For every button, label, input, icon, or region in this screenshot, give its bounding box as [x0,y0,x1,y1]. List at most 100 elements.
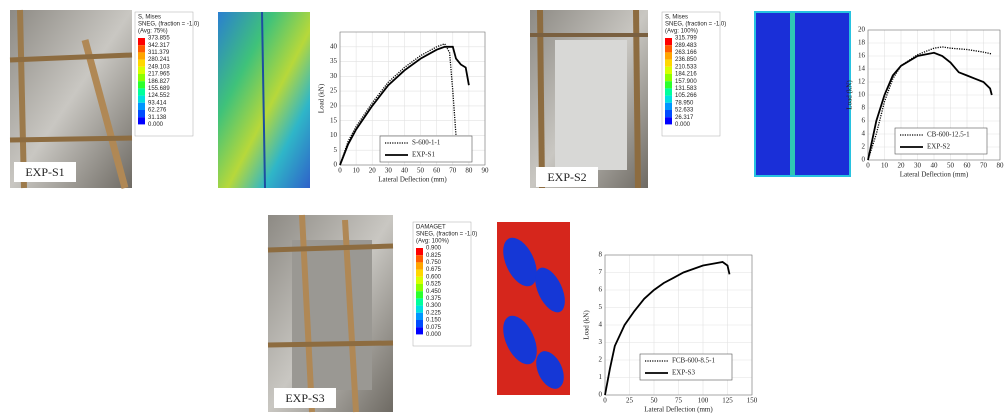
legend-value: 0.000 [675,122,691,128]
legend-value: 62.276 [148,108,167,114]
y-tick-label: 14 [858,65,866,73]
legend-label: EXP-S1 [412,151,435,159]
legend-value: 280.241 [148,57,170,63]
color-swatch [665,66,672,74]
y-axis-label: Load (kN) [318,83,326,113]
photo [267,214,394,413]
x-tick-label: 90 [482,167,490,175]
y-tick-label: 12 [858,78,866,86]
color-swatch [416,276,423,284]
color-swatch [138,59,145,67]
legend-value: 0.750 [426,260,442,266]
color-swatch [416,248,423,256]
color-swatch [416,312,423,320]
y-tick-label: 40 [330,42,338,50]
y-tick-label: 7 [599,268,603,276]
color-swatch [665,102,672,110]
color-swatch [138,110,145,118]
color-swatch [665,52,672,60]
series-line [867,46,992,161]
y-tick-label: 5 [599,303,603,311]
x-tick-label: 125 [722,397,733,405]
x-tick-label: 20 [898,162,906,170]
plot-frame [604,254,753,396]
legend-value: 0.600 [426,274,442,280]
legend-heading: (Avg: 100%) [416,239,449,245]
series-line [339,42,457,166]
x-tick-label: 60 [433,167,441,175]
color-swatch [416,320,423,328]
y-tick-label: 16 [858,52,866,60]
x-tick-label: 40 [401,167,409,175]
y-tick-label: 2 [599,356,603,364]
legend-label: EXP-S3 [672,369,695,377]
x-tick-label: 0 [866,162,870,170]
x-tick-label: 30 [914,162,922,170]
x-tick-label: 40 [931,162,939,170]
legend-value: 236.850 [675,57,697,63]
color-swatch [665,59,672,67]
y-tick-label: 8 [862,104,866,112]
y-tick-label: 30 [330,72,338,80]
y-tick-label: 4 [599,321,603,329]
y-tick-label: 2 [862,143,866,151]
legend-label: EXP-S2 [927,143,950,151]
series-line [604,261,731,396]
legend-heading: SNEG, (fraction = -1.0) [665,22,726,28]
y-tick-label: 6 [862,117,866,125]
y-tick-label: 25 [330,87,338,95]
legend-value: 26.317 [675,115,694,121]
x-axis-label: Lateral Deflection (mm) [644,406,713,414]
legend-value: 217.965 [148,72,170,78]
y-tick-label: 0 [599,391,603,399]
contour-plot [754,11,851,177]
legend-value: 0.450 [426,289,442,295]
y-tick-label: 0 [334,161,338,169]
legend-value: 249.103 [148,64,170,70]
x-tick-label: 20 [369,167,377,175]
x-tick-label: 50 [417,167,425,175]
color-swatch [665,45,672,53]
legend-value: 131.583 [675,86,697,92]
y-axis-label: Load (kN) [583,310,591,340]
x-tick-label: 60 [964,162,972,170]
color-swatch [138,81,145,89]
color-swatch [138,88,145,96]
y-axis-label: Load (kN) [846,80,854,110]
color-swatch [665,81,672,89]
color-swatch [138,102,145,110]
legend-value: 0.075 [426,325,442,331]
color-swatch [665,110,672,118]
legend-value: 105.266 [675,93,697,99]
legend-value: 0.000 [148,122,164,128]
label-box [536,167,598,187]
x-tick-label: 50 [651,397,659,405]
legend-heading: (Avg: 75%) [138,29,168,35]
legend-box [894,127,988,155]
color-swatch [138,38,145,46]
y-tick-label: 10 [330,131,338,139]
y-tick-label: 8 [599,251,603,259]
legend-value: 0.900 [426,246,442,252]
legend-value: 263.166 [675,50,697,56]
y-tick-label: 0 [862,156,866,164]
legend-value: 373.855 [148,36,170,42]
y-tick-label: 10 [858,91,866,99]
legend-heading: SNEG, (fraction = -1.0) [138,22,199,28]
y-tick-label: 20 [330,101,338,109]
color-swatch [138,45,145,53]
color-swatch [416,269,423,277]
panel-label: EXP-S2 [547,170,586,184]
legend-value: 31.138 [148,115,167,121]
x-tick-label: 0 [603,397,607,405]
y-tick-label: 3 [599,338,603,346]
legend-value: 315.799 [675,36,697,42]
legend-heading: (Avg: 100%) [665,29,698,35]
color-swatch [416,284,423,292]
label-box [14,162,76,182]
legend-label: S-600-1-1 [412,139,441,147]
photo [530,9,648,189]
